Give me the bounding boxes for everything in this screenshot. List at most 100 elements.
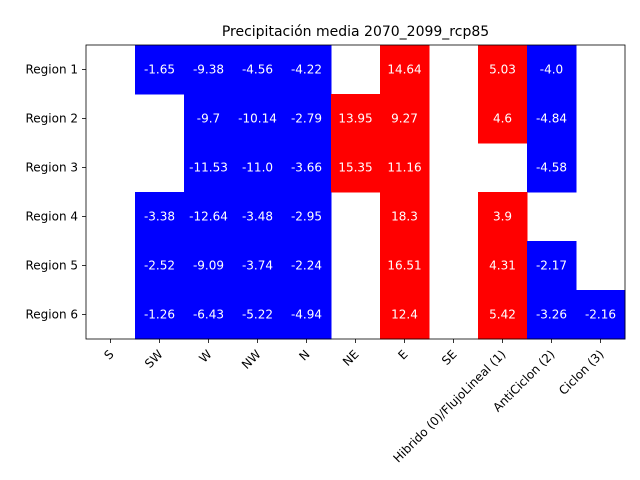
heatmap-cell xyxy=(135,290,185,340)
cell-value-label: -9.7 xyxy=(197,112,220,126)
cell-value-label: -2.79 xyxy=(291,112,322,126)
cell-value-label: -9.09 xyxy=(193,259,224,273)
heatmap-value-labels: -1.65 -9.38 -4.56 -4.22 14.64 5.03 -4.0 -9.7 -10… xyxy=(144,63,616,322)
heatmap-cell xyxy=(478,290,528,340)
cell-value-label: 9.27 xyxy=(391,112,418,126)
y-tick-label: Region 6 xyxy=(25,308,78,322)
cell-value-label: -5.22 xyxy=(242,308,273,322)
cell-value-label: -4.94 xyxy=(291,308,322,322)
heatmap-cell xyxy=(527,241,577,291)
heatmap-cell xyxy=(576,290,626,340)
cell-value-label: -2.95 xyxy=(291,210,322,224)
heatmap-cell xyxy=(282,94,332,144)
cell-value-label: -1.65 xyxy=(144,63,175,77)
cell-value-label: 3.9 xyxy=(493,210,512,224)
x-tick-label: NE xyxy=(340,347,362,369)
y-axis: Region 1 Region 2 Region 3 Region 4 Region 5… xyxy=(25,63,86,322)
y-tick-label: Region 4 xyxy=(25,210,78,224)
heatmap-cell xyxy=(478,45,528,95)
cell-value-label: -4.56 xyxy=(242,63,273,77)
cell-value-label: -4.22 xyxy=(291,63,322,77)
x-tick-label: Ciclon (3) xyxy=(556,347,606,397)
heatmap-cell xyxy=(527,45,577,95)
cell-value-label: -3.26 xyxy=(536,308,567,322)
cell-value-label: -11.0 xyxy=(242,161,273,175)
heatmap-cell xyxy=(233,45,283,95)
heatmap-cell xyxy=(380,45,430,95)
cell-value-label: 13.95 xyxy=(338,112,372,126)
cell-value-label: -4.0 xyxy=(540,63,563,77)
heatmap-cell xyxy=(478,241,528,291)
heatmap-cell xyxy=(135,192,185,242)
cell-value-label: -2.52 xyxy=(144,259,175,273)
heatmap-cell xyxy=(233,192,283,242)
heatmap-cell xyxy=(184,192,234,242)
heatmap-cell xyxy=(184,241,234,291)
heatmap-cell xyxy=(331,143,381,193)
cell-value-label: 4.6 xyxy=(493,112,512,126)
heatmap-cell xyxy=(282,143,332,193)
x-tick-label: S xyxy=(101,347,116,362)
cell-value-label: 16.51 xyxy=(387,259,421,273)
heatmap-cell xyxy=(380,94,430,144)
cell-value-label: -12.64 xyxy=(189,210,228,224)
heatmap-cell xyxy=(380,192,430,242)
heatmap-cell xyxy=(331,94,381,144)
heatmap-cell xyxy=(478,192,528,242)
heatmap-cell xyxy=(527,143,577,193)
heatmap-cell xyxy=(282,192,332,242)
y-tick-label: Region 3 xyxy=(25,161,78,175)
cell-value-label: 18.3 xyxy=(391,210,418,224)
heatmap-cell xyxy=(184,143,234,193)
cell-value-label: 11.16 xyxy=(387,161,421,175)
x-tick-label: E xyxy=(395,347,410,362)
cell-value-label: 4.31 xyxy=(489,259,516,273)
x-tick-label: N xyxy=(296,347,312,363)
heatmap-cell xyxy=(380,241,430,291)
heatmap-cell xyxy=(135,45,185,95)
cell-value-label: -9.38 xyxy=(193,63,224,77)
heatmap-cell xyxy=(282,241,332,291)
heatmap-cell xyxy=(478,94,528,144)
cell-value-label: -6.43 xyxy=(193,308,224,322)
heatmap-cell xyxy=(527,94,577,144)
heatmap-cell xyxy=(380,290,430,340)
cell-value-label: -2.17 xyxy=(536,259,567,273)
heatmap-cell xyxy=(527,290,577,340)
cell-value-label: 5.42 xyxy=(489,308,516,322)
cell-value-label: -2.24 xyxy=(291,259,322,273)
cell-value-label: -3.48 xyxy=(242,210,273,224)
cell-value-label: -2.16 xyxy=(585,308,616,322)
x-tick-label: NW xyxy=(239,347,264,372)
y-tick-label: Region 1 xyxy=(25,63,78,77)
heatmap-cell xyxy=(233,143,283,193)
heatmap-cell xyxy=(380,143,430,193)
cell-value-label: -3.66 xyxy=(291,161,322,175)
heatmap-cells xyxy=(135,45,626,340)
heatmap-cell xyxy=(233,241,283,291)
heatmap-cell xyxy=(135,241,185,291)
heatmap-cell xyxy=(233,94,283,144)
cell-value-label: -11.53 xyxy=(189,161,228,175)
heatmap-cell xyxy=(184,94,234,144)
cell-value-label: -4.84 xyxy=(536,112,567,126)
heatmap-cell xyxy=(282,45,332,95)
y-tick-label: Region 2 xyxy=(25,112,78,126)
y-tick-label: Region 5 xyxy=(25,259,78,273)
heatmap-cell xyxy=(184,290,234,340)
cell-value-label: -10.14 xyxy=(238,112,277,126)
heatmap-cell xyxy=(184,45,234,95)
heatmap-cell xyxy=(282,290,332,340)
chart-title: Precipitación media 2070_2099_rcp85 xyxy=(222,24,489,40)
heatmap-cell xyxy=(233,290,283,340)
cell-value-label: 12.4 xyxy=(391,308,418,322)
x-tick-label: SE xyxy=(439,347,460,368)
cell-value-label: -4.58 xyxy=(536,161,567,175)
x-tick-label: SW xyxy=(142,347,166,371)
cell-value-label: 15.35 xyxy=(338,161,372,175)
cell-value-label: -3.74 xyxy=(242,259,273,273)
cell-value-label: -3.38 xyxy=(144,210,175,224)
cell-value-label: 5.03 xyxy=(489,63,516,77)
